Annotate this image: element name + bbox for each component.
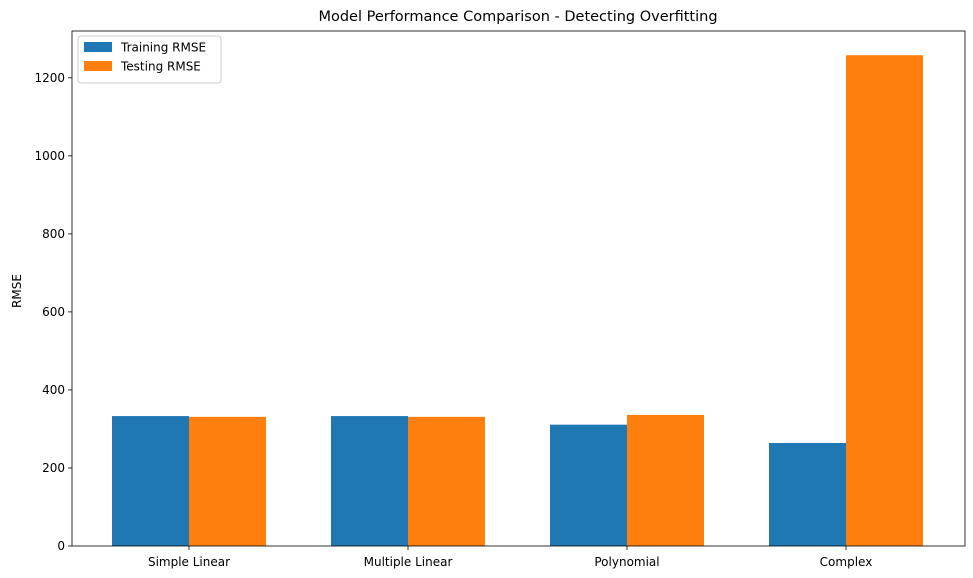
y-tick-label: 1200 xyxy=(34,71,65,85)
legend: Training RMSE Testing RMSE xyxy=(77,35,222,84)
bar-testing-0 xyxy=(189,416,266,546)
bar-testing-3 xyxy=(846,55,923,546)
x-tick-label: Complex xyxy=(820,555,873,569)
bar-training-2 xyxy=(550,424,627,546)
legend-label-training: Training RMSE xyxy=(120,41,206,55)
x-axis-ticks: Simple Linear Multiple Linear Polynomial Co… xyxy=(148,546,872,569)
bar-testing-2 xyxy=(627,414,704,546)
legend-swatch-training xyxy=(84,42,112,52)
y-tick-label: 800 xyxy=(42,227,65,241)
bar-training-1 xyxy=(331,416,408,546)
x-tick-label: Simple Linear xyxy=(148,555,230,569)
plot-frame xyxy=(71,30,966,547)
legend-box xyxy=(77,35,222,84)
y-axis-ticks: 0 200 400 600 800 1000 1200 xyxy=(34,71,72,553)
chart-title: Model Performance Comparison - Detecting… xyxy=(318,9,717,25)
y-tick-label: 200 xyxy=(42,461,65,475)
legend-label-testing: Testing RMSE xyxy=(120,60,201,74)
y-tick-label: 0 xyxy=(57,539,65,553)
x-tick-label: Multiple Linear xyxy=(364,555,453,569)
y-tick-label: 600 xyxy=(42,305,65,319)
y-axis-label: RMSE xyxy=(10,274,24,308)
bar-training-0 xyxy=(112,416,189,546)
bar-training-3 xyxy=(769,443,846,546)
y-tick-label: 400 xyxy=(42,383,65,397)
y-tick-label: 1000 xyxy=(34,149,65,163)
x-tick-label: Polynomial xyxy=(594,555,659,569)
bars-group xyxy=(112,55,923,546)
bar-testing-1 xyxy=(408,416,485,546)
legend-swatch-testing xyxy=(84,61,112,71)
